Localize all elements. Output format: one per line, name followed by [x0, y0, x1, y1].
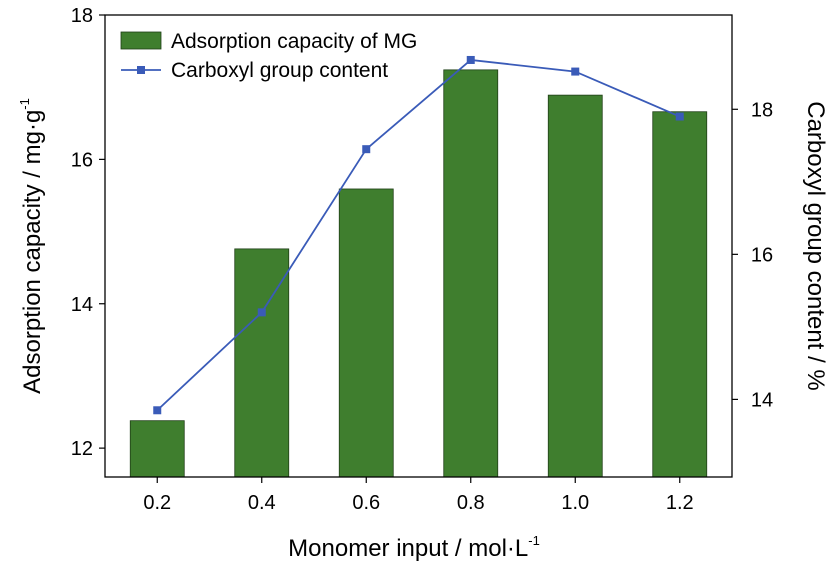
- y-left-tick-label: 14: [71, 294, 93, 316]
- carboxyl-point-1.0: [571, 67, 580, 76]
- x-tick-label: 0.6: [352, 492, 380, 514]
- y-axis-right-title: Carboxyl group content / %: [802, 101, 827, 391]
- bar-0.6: [338, 188, 394, 478]
- line-layer: [153, 55, 684, 415]
- y-left-tick-label: 18: [71, 5, 93, 27]
- y-axis-left-title: Adsorption capacity / mg·g-1: [17, 98, 46, 394]
- y-left-tick-label: 12: [71, 438, 93, 460]
- x-tick-label: 0.2: [143, 492, 171, 514]
- y-right-tick-label: 14: [751, 389, 773, 411]
- y-right-tick-label: 16: [751, 244, 773, 266]
- legend-label-line: Carboxyl group content: [171, 59, 388, 82]
- plot-frame: [104, 14, 733, 478]
- carboxyl-point-0.4: [257, 308, 266, 317]
- x-tick-label: 0.4: [248, 492, 276, 514]
- bar-1.2: [652, 111, 708, 478]
- carboxyl-point-1.2: [675, 112, 684, 121]
- x-tick-label: 1.2: [666, 492, 694, 514]
- carboxyl-line: [156, 59, 681, 411]
- bar-0.8: [443, 69, 499, 478]
- x-tick-label: 0.8: [457, 492, 485, 514]
- y-right-tick-label: 18: [751, 99, 773, 121]
- bar-0.2: [129, 420, 185, 478]
- x-axis-title: Monomer input / mol·L-1: [288, 533, 540, 562]
- bar-1.0: [547, 94, 603, 478]
- bar-0.4: [234, 248, 290, 478]
- legend-swatch-bars: [120, 31, 162, 50]
- axes-layer: 0.2 0.4 0.6 0.8 1.0 1.2 12 14 16 18 14 16 18: [71, 5, 773, 514]
- carboxyl-point-0.6: [362, 145, 371, 154]
- bars-layer: [129, 69, 708, 478]
- carboxyl-point-0.2: [153, 406, 162, 415]
- legend: Adsorption capacity of MG Carboxyl group…: [120, 30, 417, 82]
- x-tick-label: 1.0: [561, 492, 589, 514]
- carboxyl-point-0.8: [466, 55, 475, 64]
- legend-label-bars: Adsorption capacity of MG: [171, 30, 417, 53]
- y-left-tick-label: 16: [71, 149, 93, 171]
- legend-swatch-marker: [137, 66, 145, 74]
